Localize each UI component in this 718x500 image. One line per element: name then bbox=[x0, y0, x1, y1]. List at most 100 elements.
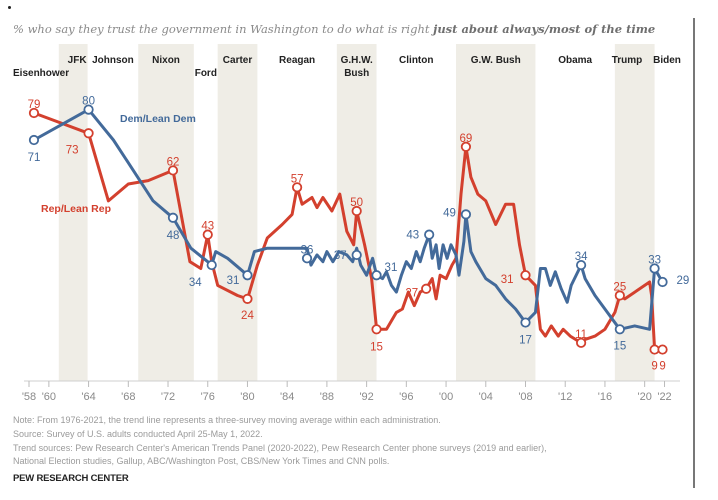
trust-government-chart: % who say they trust the government in W… bbox=[13, 22, 690, 403]
marker-dem bbox=[242, 270, 253, 281]
president-label-2: Johnson bbox=[92, 55, 134, 66]
marker-rep bbox=[371, 324, 382, 335]
data-label-dem: 33 bbox=[648, 254, 661, 266]
x-tick-label: '80 bbox=[240, 391, 254, 403]
marker-dem bbox=[576, 259, 587, 271]
marker-dem bbox=[351, 249, 362, 261]
data-label-dem: 31 bbox=[227, 275, 240, 287]
data-label-rep: 25 bbox=[613, 282, 626, 294]
data-label-rep: 73 bbox=[66, 144, 79, 156]
marker-dem bbox=[520, 317, 531, 328]
marker-rep bbox=[202, 229, 213, 240]
president-label-7: G.H.W. bbox=[341, 55, 373, 66]
note-line-1: Note: From 1976-2021, the trend line rep… bbox=[13, 415, 441, 425]
marker-dem bbox=[614, 324, 625, 335]
president-label-7-line2: Bush bbox=[344, 68, 369, 79]
marker-rep bbox=[576, 337, 587, 348]
x-tick-label: '68 bbox=[121, 391, 135, 403]
data-label-rep: 50 bbox=[350, 197, 363, 209]
series-line-dem bbox=[32, 108, 664, 331]
marker-rep bbox=[657, 344, 668, 355]
x-tick-label: '16 bbox=[598, 391, 612, 403]
x-tick-label: '96 bbox=[399, 391, 413, 403]
president-label-0: Eisenhower bbox=[13, 68, 69, 79]
marker-rep bbox=[242, 293, 253, 304]
marker-rep bbox=[520, 270, 531, 281]
data-label-dem: 17 bbox=[519, 335, 532, 347]
marker-rep bbox=[83, 128, 94, 139]
series-label-rep: Rep/Lean Rep bbox=[41, 203, 111, 215]
data-label-rep: 43 bbox=[201, 221, 214, 233]
president-label-4: Ford bbox=[195, 68, 217, 79]
marker-dem bbox=[28, 134, 40, 146]
trend-sources-line-1: Trend sources: Pew Research Center's Ame… bbox=[13, 443, 547, 453]
chart-subtitle: % who say they trust the government in W… bbox=[13, 22, 655, 36]
data-label-rep: 27 bbox=[405, 288, 418, 300]
marker-rep bbox=[421, 283, 432, 294]
data-label-dem: 43 bbox=[406, 230, 419, 242]
data-label-dem: 34 bbox=[189, 277, 202, 289]
data-label-dem: 36 bbox=[301, 244, 314, 256]
marker-dem bbox=[301, 253, 313, 264]
x-tick-label: '76 bbox=[201, 391, 215, 403]
data-label-rep: 15 bbox=[370, 341, 383, 353]
x-tick-label: '58 bbox=[22, 391, 36, 403]
x-tick-label: '00 bbox=[439, 391, 453, 403]
data-label-dem: 29 bbox=[677, 275, 690, 287]
president-label-1: JFK bbox=[68, 55, 88, 66]
x-tick-label: '22 bbox=[657, 391, 671, 403]
data-label-dem: 31 bbox=[385, 262, 398, 274]
x-tick-label: '60 bbox=[42, 391, 56, 403]
marker-rep bbox=[351, 205, 362, 217]
x-tick-label: '08 bbox=[518, 391, 532, 403]
data-label-dem: 71 bbox=[28, 152, 41, 164]
data-label-dem: 37 bbox=[334, 250, 347, 262]
data-label-rep: 9 bbox=[659, 361, 665, 373]
data-label-rep: 24 bbox=[241, 310, 254, 322]
x-tick-label: '84 bbox=[280, 391, 294, 403]
pew-research-center-logo: PEW RESEARCH CENTER bbox=[13, 473, 129, 484]
x-tick-label: '20 bbox=[637, 391, 651, 403]
president-label-11: Trump bbox=[612, 55, 643, 66]
data-label-rep: 62 bbox=[167, 156, 180, 168]
marker-rep bbox=[614, 290, 625, 301]
data-label-dem: 15 bbox=[613, 340, 626, 352]
president-label-3: Nixon bbox=[152, 55, 180, 66]
marker-rep bbox=[167, 165, 179, 176]
data-label-rep: 79 bbox=[28, 99, 41, 111]
marker-rep bbox=[28, 107, 40, 119]
president-label-9: G.W. Bush bbox=[471, 55, 521, 66]
data-label-rep: 11 bbox=[575, 329, 587, 341]
marker-dem bbox=[657, 276, 668, 288]
x-tick-label: '88 bbox=[320, 391, 334, 403]
data-labels: 71 80 48 34 31 36 37 31 43 49 17 34 15 33 29 79 73 62 43 24… bbox=[28, 96, 690, 373]
marker-dem bbox=[371, 270, 382, 281]
president-label-6: Reagan bbox=[279, 55, 315, 66]
marker-dem bbox=[83, 104, 94, 115]
data-label-rep: 57 bbox=[291, 173, 304, 185]
x-axis: '58 '60 '64 '68 '72 '76 '80 '84 '88 '92 '96 '00 '04 '… bbox=[22, 380, 680, 403]
marker-dem bbox=[460, 209, 472, 220]
source-line: Source: Survey of U.S. adults conducted … bbox=[13, 429, 263, 439]
marker-dem bbox=[167, 212, 179, 223]
data-label-dem: 80 bbox=[82, 96, 95, 108]
data-label-dem: 34 bbox=[575, 251, 588, 263]
data-label-rep: 31 bbox=[501, 274, 514, 286]
trend-sources-line-2: National Election studies, Gallup, ABC/W… bbox=[13, 456, 390, 466]
marker-dem bbox=[424, 229, 435, 240]
marker-dem bbox=[206, 259, 217, 271]
x-tick-label: '92 bbox=[359, 391, 373, 403]
subtitle-plain: % who say they trust the government in W… bbox=[13, 22, 433, 36]
x-tick-label: '72 bbox=[161, 391, 175, 403]
x-tick-label: '64 bbox=[81, 391, 95, 403]
data-label-dem: 48 bbox=[167, 230, 180, 242]
president-label-8: Clinton bbox=[399, 55, 433, 66]
x-tick-label: '04 bbox=[479, 391, 493, 403]
shade-jfk bbox=[58, 44, 88, 381]
bullet-dot bbox=[8, 6, 11, 9]
data-label-rep: 9 bbox=[651, 361, 657, 373]
x-tick-label: '12 bbox=[558, 391, 572, 403]
president-label-5: Carter bbox=[223, 55, 253, 66]
marker-rep bbox=[460, 141, 472, 152]
marker-rep bbox=[292, 182, 303, 193]
